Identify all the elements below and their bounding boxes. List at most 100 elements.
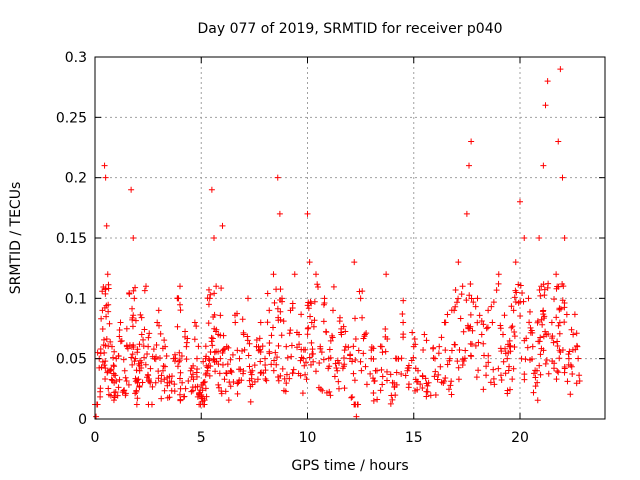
data-point	[506, 337, 513, 344]
data-point	[270, 367, 277, 374]
data-point	[109, 343, 115, 350]
data-point	[351, 259, 358, 266]
data-point	[145, 377, 152, 384]
data-point	[442, 375, 449, 382]
data-point	[384, 336, 391, 343]
data-point	[438, 334, 445, 341]
data-point	[411, 335, 418, 342]
data-point	[115, 384, 122, 391]
data-point	[205, 301, 212, 308]
data-point	[171, 351, 178, 358]
data-point	[251, 362, 258, 369]
data-point	[458, 291, 465, 298]
data-point	[576, 378, 583, 385]
data-point	[414, 386, 421, 393]
data-point	[467, 352, 474, 359]
data-point	[559, 347, 566, 354]
data-point	[447, 382, 454, 389]
data-point	[360, 335, 367, 342]
data-point	[488, 303, 495, 310]
data-point	[497, 325, 504, 332]
data-point	[436, 343, 443, 350]
data-point	[501, 312, 508, 319]
data-point	[555, 283, 562, 290]
data-point	[110, 354, 117, 361]
data-point	[452, 286, 459, 293]
y-tick-label: 0.05	[56, 352, 87, 368]
data-point	[103, 302, 110, 309]
data-point	[556, 330, 563, 337]
data-point	[138, 331, 145, 338]
data-point	[97, 393, 104, 400]
data-point	[134, 395, 141, 402]
data-point	[568, 363, 575, 370]
data-point	[421, 331, 428, 338]
data-point	[355, 347, 362, 354]
data-point	[283, 380, 290, 387]
data-point	[455, 295, 462, 302]
data-point	[107, 367, 114, 374]
data-point	[341, 385, 348, 392]
data-point	[537, 371, 544, 378]
data-point	[102, 365, 109, 372]
data-point	[352, 356, 359, 363]
data-point	[476, 312, 483, 319]
data-point	[94, 401, 101, 408]
data-point	[467, 340, 474, 347]
data-point	[351, 377, 358, 384]
data-point	[556, 355, 563, 362]
x-axis-label: GPS time / hours	[291, 458, 408, 474]
data-point	[504, 355, 511, 362]
data-point	[278, 332, 285, 339]
data-point	[215, 381, 222, 388]
data-point	[357, 358, 364, 365]
data-point	[448, 347, 455, 354]
data-point	[319, 387, 326, 394]
data-point	[288, 342, 295, 349]
data-point	[550, 339, 557, 346]
data-point	[138, 365, 145, 372]
data-point	[227, 368, 234, 375]
data-point	[561, 319, 568, 326]
data-point	[102, 376, 109, 383]
data-point	[532, 367, 539, 374]
data-point	[302, 346, 309, 353]
data-point	[475, 339, 482, 346]
data-point	[201, 378, 208, 385]
data-point	[398, 355, 405, 362]
data-point	[517, 312, 524, 319]
data-point	[206, 372, 213, 379]
data-point	[295, 370, 302, 377]
data-point	[490, 366, 497, 373]
data-point	[144, 350, 151, 357]
data-point	[478, 331, 485, 338]
data-point	[113, 378, 120, 385]
data-point	[383, 271, 390, 278]
data-point	[511, 333, 518, 340]
data-point	[245, 295, 251, 302]
data-point	[466, 292, 473, 299]
data-point	[234, 347, 241, 354]
data-point	[304, 210, 311, 217]
data-point	[452, 303, 459, 310]
data-point	[183, 339, 190, 346]
data-point	[111, 393, 118, 400]
data-point	[555, 322, 562, 329]
data-point	[236, 355, 243, 362]
data-point	[235, 366, 242, 373]
data-point	[347, 352, 354, 359]
data-point	[99, 325, 106, 332]
data-point	[115, 353, 122, 360]
data-point	[114, 392, 121, 399]
data-point	[536, 338, 543, 345]
data-point	[161, 387, 168, 394]
data-point	[136, 341, 143, 348]
data-point	[525, 295, 532, 302]
data-point	[266, 348, 273, 355]
data-point	[576, 372, 583, 379]
data-point	[316, 359, 323, 366]
data-point	[129, 316, 136, 323]
data-point	[455, 259, 462, 266]
data-point	[155, 307, 162, 314]
data-point	[340, 323, 347, 330]
